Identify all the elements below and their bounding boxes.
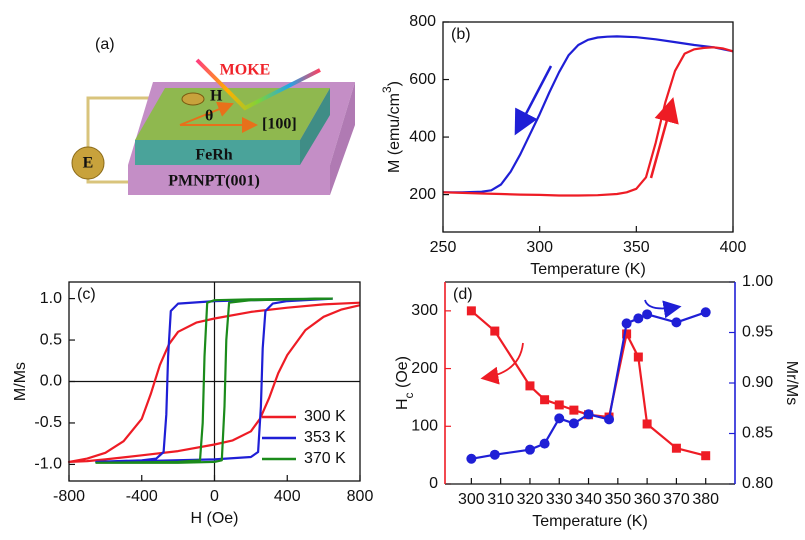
marker xyxy=(569,406,578,415)
y-tick-label: 600 xyxy=(409,71,436,88)
marker xyxy=(467,306,476,315)
x-tick-label: 250 xyxy=(430,239,457,256)
marker xyxy=(554,413,564,423)
x-tick-label: 800 xyxy=(347,488,374,505)
x-tick-label: 310 xyxy=(487,491,514,508)
marker xyxy=(525,445,535,455)
y2-tick-label: 1.00 xyxy=(742,273,773,290)
y-tick-label: 0.0 xyxy=(40,373,62,390)
series-line xyxy=(471,312,705,459)
marker xyxy=(584,409,594,419)
y-tick-label: 0.5 xyxy=(40,331,62,348)
y-tick-label: 1.0 xyxy=(40,290,62,307)
substrate-label: PMNPT(001) xyxy=(168,173,260,190)
marker xyxy=(671,317,681,327)
panel-label: (b) xyxy=(451,26,471,43)
marker xyxy=(540,395,549,404)
marker xyxy=(555,400,564,409)
direction-label: [100] xyxy=(262,116,297,133)
marker xyxy=(540,439,550,449)
x-tick-label: 330 xyxy=(546,491,573,508)
y2-tick-label: 0.95 xyxy=(742,324,773,341)
axis-label-part: M/Ms xyxy=(12,362,29,401)
y-tick-label: 200 xyxy=(409,186,436,203)
x-tick-label: 400 xyxy=(720,239,747,256)
electrode xyxy=(182,93,204,105)
y-tick-label: 100 xyxy=(411,418,438,435)
y-tick-label: 300 xyxy=(411,302,438,319)
panel-label: (a) xyxy=(95,36,115,53)
y2-axis-label: Mr/Ms xyxy=(783,361,800,405)
x-tick-label: 350 xyxy=(604,491,631,508)
panel-label: (c) xyxy=(77,286,96,303)
marker xyxy=(569,418,579,428)
axis-label: M/Ms xyxy=(12,362,29,401)
legend-label: 353 K xyxy=(304,429,346,446)
beam-label: MOKE xyxy=(220,62,271,79)
axis-label-part: M (emu/cm xyxy=(386,93,403,173)
annotation-arrow xyxy=(645,300,678,308)
x-tick-label: 350 xyxy=(623,239,650,256)
x-tick-label: 0 xyxy=(210,488,219,505)
series-line xyxy=(443,36,733,192)
diagram: (a) E H θ [100] MOKE FeRh PMNPT(001) xyxy=(72,36,355,195)
marker xyxy=(622,318,632,328)
y-tick-label: 800 xyxy=(409,13,436,30)
legend-label: 300 K xyxy=(304,408,346,425)
axis-label-part: ) xyxy=(386,81,403,86)
series-line xyxy=(471,311,705,456)
marker xyxy=(642,309,652,319)
y2-tick-label: 0.85 xyxy=(742,425,773,442)
axis-label-part: H xyxy=(394,398,411,410)
x-tick-label: 300 xyxy=(526,239,553,256)
x-axis-label: Temperature (K) xyxy=(532,513,648,530)
marker xyxy=(643,419,652,428)
x-tick-label: 400 xyxy=(274,488,301,505)
x-tick-label: -400 xyxy=(126,488,158,505)
marker xyxy=(672,444,681,453)
marker xyxy=(490,327,499,336)
x-axis-label: Temperature (K) xyxy=(530,261,646,278)
x-tick-label: 300 xyxy=(458,491,485,508)
y2-tick-label: 0.90 xyxy=(742,374,773,391)
axis-label-part: (Oe) xyxy=(394,356,411,392)
x-tick-label: 380 xyxy=(692,491,719,508)
axis-label: M (emu/cm3) xyxy=(380,81,403,173)
y-tick-label: -1.0 xyxy=(34,456,62,473)
figure: (a) E H θ [100] MOKE FeRh PMNPT(001) 250… xyxy=(0,0,805,540)
x-tick-label: 360 xyxy=(634,491,661,508)
y-tick-label: 200 xyxy=(411,360,438,377)
y-tick-label: -0.5 xyxy=(34,414,62,431)
x-tick-label: 320 xyxy=(517,491,544,508)
film-label: FeRh xyxy=(195,147,232,164)
annotation-arrow xyxy=(484,343,523,378)
x-tick-label: -800 xyxy=(53,488,85,505)
plot-frame xyxy=(443,22,733,232)
wire xyxy=(88,179,128,182)
x-tick-label: 370 xyxy=(663,491,690,508)
source-label: E xyxy=(83,155,94,172)
marker xyxy=(604,414,614,424)
marker xyxy=(525,381,534,390)
y-tick-label: 400 xyxy=(409,128,436,145)
y2-tick-label: 0.80 xyxy=(742,475,773,492)
x-tick-label: 340 xyxy=(575,491,602,508)
marker xyxy=(633,313,643,323)
marker xyxy=(701,451,710,460)
marker xyxy=(634,353,643,362)
series-line xyxy=(443,47,733,195)
legend-label: 370 K xyxy=(304,450,346,467)
angle-label: θ xyxy=(205,108,213,125)
marker xyxy=(701,307,711,317)
marker xyxy=(490,450,500,460)
field-label: H xyxy=(210,88,223,105)
marker xyxy=(466,454,476,464)
annotation-arrow xyxy=(651,102,672,178)
x-axis-label: H (Oe) xyxy=(191,510,239,527)
panel-label: (d) xyxy=(453,286,473,303)
y-tick-label: 0 xyxy=(429,475,438,492)
